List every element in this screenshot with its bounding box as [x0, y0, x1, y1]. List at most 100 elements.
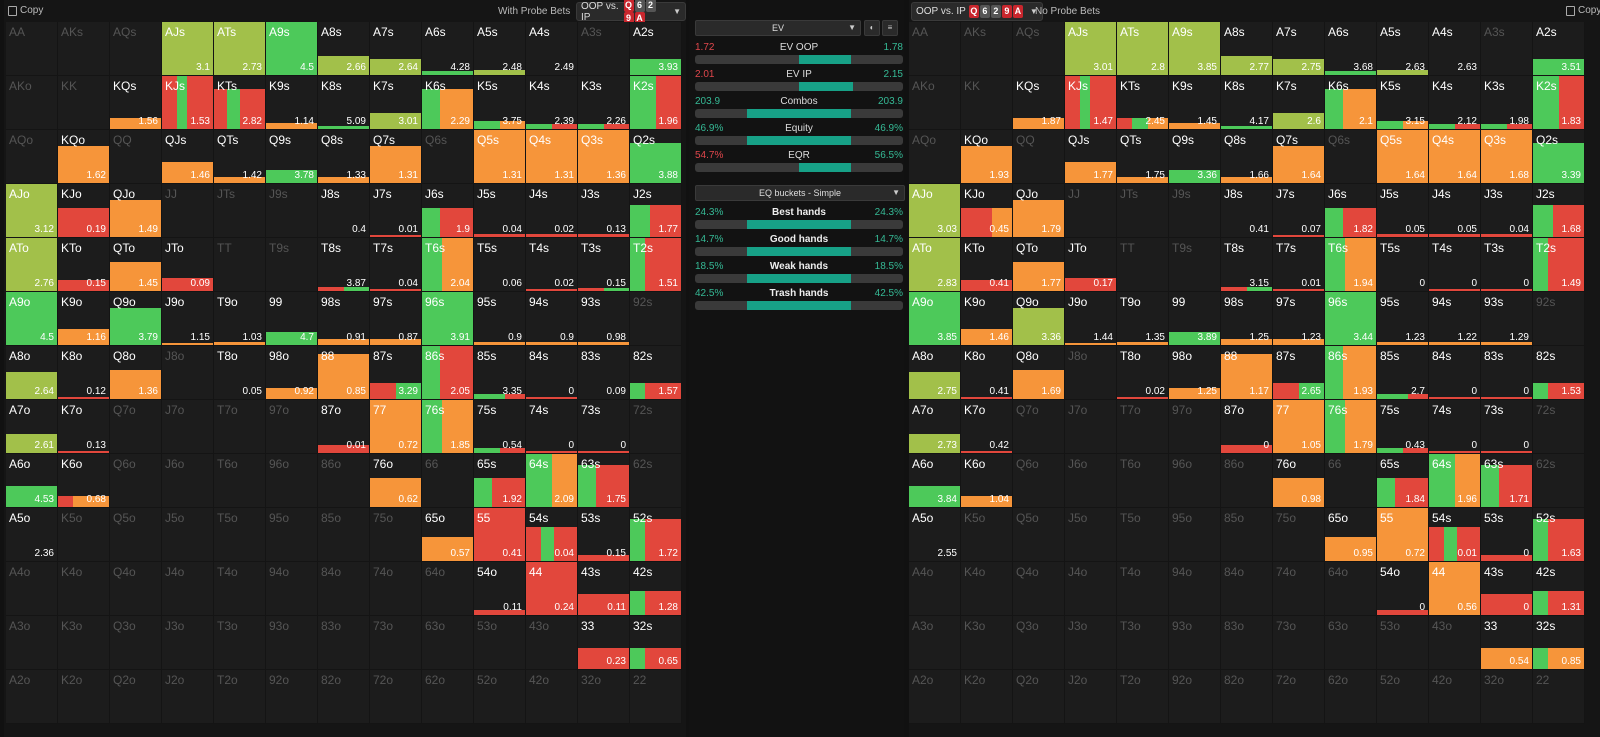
hand-cell-54s[interactable]: 54s 0.01	[1429, 508, 1481, 562]
hand-cell-QQ[interactable]: QQ	[1013, 130, 1065, 184]
hand-cell-JTo[interactable]: JTo 0.09	[162, 238, 214, 292]
hand-cell-Q3s[interactable]: Q3s 1.36	[578, 130, 630, 184]
hand-cell-A3s[interactable]: A3s	[578, 22, 630, 76]
hand-cell-A2s[interactable]: A2s 3.51	[1533, 22, 1585, 76]
hand-cell-A8o[interactable]: A8o 2.64	[6, 346, 58, 400]
hand-cell-Q9s[interactable]: Q9s 3.36	[1169, 130, 1221, 184]
hand-cell-K9s[interactable]: K9s 1.14	[266, 76, 318, 130]
hand-cell-AJo[interactable]: AJo 3.12	[6, 184, 58, 238]
hand-cell-43s[interactable]: 43s 0.11	[578, 562, 630, 616]
hand-cell-A9s[interactable]: A9s 4.5	[266, 22, 318, 76]
hand-cell-73s[interactable]: 73s 0	[1481, 400, 1533, 454]
hand-cell-32s[interactable]: 32s 0.65	[630, 616, 682, 670]
hand-cell-T4s[interactable]: T4s 0.02	[526, 238, 578, 292]
hand-cell-AQo[interactable]: AQo	[909, 130, 961, 184]
hand-cell-J3s[interactable]: J3s 0.13	[578, 184, 630, 238]
hand-cell-42s[interactable]: 42s 1.28	[630, 562, 682, 616]
hand-cell-K3s[interactable]: K3s 2.26	[578, 76, 630, 130]
hand-cell-QQ[interactable]: QQ	[110, 130, 162, 184]
hand-cell-Q7o[interactable]: Q7o	[1013, 400, 1065, 454]
hand-cell-JJ[interactable]: JJ	[162, 184, 214, 238]
hand-cell-64o[interactable]: 64o	[422, 562, 474, 616]
hand-cell-J2s[interactable]: J2s 1.68	[1533, 184, 1585, 238]
hand-cell-K7s[interactable]: K7s 2.6	[1273, 76, 1325, 130]
hand-cell-A5s[interactable]: A5s 2.63	[1377, 22, 1429, 76]
hand-cell-K4o[interactable]: K4o	[58, 562, 110, 616]
hand-cell-99[interactable]: 99 3.89	[1169, 292, 1221, 346]
hand-cell-85s[interactable]: 85s 2.7	[1377, 346, 1429, 400]
hand-cell-22[interactable]: 22	[630, 670, 682, 724]
hand-cell-65o[interactable]: 65o 0.95	[1325, 508, 1377, 562]
hand-cell-T9o[interactable]: T9o 1.03	[214, 292, 266, 346]
hand-cell-T6s[interactable]: T6s 1.94	[1325, 238, 1377, 292]
hand-cell-KQs[interactable]: KQs 1.56	[110, 76, 162, 130]
hand-cell-QTs[interactable]: QTs 1.42	[214, 130, 266, 184]
hand-cell-63o[interactable]: 63o	[422, 616, 474, 670]
hand-cell-KQo[interactable]: KQo 1.62	[58, 130, 110, 184]
hand-cell-73o[interactable]: 73o	[370, 616, 422, 670]
hand-cell-K7s[interactable]: K7s 3.01	[370, 76, 422, 130]
hand-cell-95s[interactable]: 95s 0.9	[474, 292, 526, 346]
hand-cell-Q7s[interactable]: Q7s 1.64	[1273, 130, 1325, 184]
pie-chart-icon-button[interactable]: ◐	[864, 20, 880, 36]
hand-cell-ATs[interactable]: ATs 2.8	[1117, 22, 1169, 76]
hand-cell-ATs[interactable]: ATs 2.73	[214, 22, 266, 76]
hand-cell-T8s[interactable]: T8s 3.87	[318, 238, 370, 292]
hand-cell-AQo[interactable]: AQo	[6, 130, 58, 184]
hand-cell-KTs[interactable]: KTs 2.82	[214, 76, 266, 130]
hand-cell-J7s[interactable]: J7s 0.01	[370, 184, 422, 238]
hand-cell-J9o[interactable]: J9o 1.15	[162, 292, 214, 346]
hand-cell-42o[interactable]: 42o	[1429, 670, 1481, 724]
hand-cell-K4s[interactable]: K4s 2.39	[526, 76, 578, 130]
hand-cell-K5o[interactable]: K5o	[961, 508, 1013, 562]
right-copy-button[interactable]: Copy	[1566, 5, 1600, 16]
hand-cell-94s[interactable]: 94s 0.9	[526, 292, 578, 346]
hand-cell-J6o[interactable]: J6o	[1065, 454, 1117, 508]
hand-cell-65s[interactable]: 65s 1.92	[474, 454, 526, 508]
hand-cell-93s[interactable]: 93s 1.29	[1481, 292, 1533, 346]
hand-cell-75o[interactable]: 75o	[1273, 508, 1325, 562]
hand-cell-74s[interactable]: 74s 0	[1429, 400, 1481, 454]
hand-cell-55[interactable]: 55 0.72	[1377, 508, 1429, 562]
hand-cell-98s[interactable]: 98s 0.91	[318, 292, 370, 346]
hand-cell-T5s[interactable]: T5s 0	[1377, 238, 1429, 292]
hand-cell-64s[interactable]: 64s 2.09	[526, 454, 578, 508]
hand-cell-54s[interactable]: 54s 0.04	[526, 508, 578, 562]
hand-cell-54o[interactable]: 54o 0.11	[474, 562, 526, 616]
hand-cell-42s[interactable]: 42s 1.31	[1533, 562, 1585, 616]
hand-cell-99[interactable]: 99 4.7	[266, 292, 318, 346]
hand-cell-A7s[interactable]: A7s 2.75	[1273, 22, 1325, 76]
hand-cell-T9o[interactable]: T9o 1.35	[1117, 292, 1169, 346]
hand-cell-KTo[interactable]: KTo 0.41	[961, 238, 1013, 292]
hand-cell-64o[interactable]: 64o	[1325, 562, 1377, 616]
hand-cell-JTs[interactable]: JTs	[1117, 184, 1169, 238]
hand-cell-A2o[interactable]: A2o	[6, 670, 58, 724]
hand-cell-T3s[interactable]: T3s 0	[1481, 238, 1533, 292]
hand-cell-T3s[interactable]: T3s 0.15	[578, 238, 630, 292]
hand-cell-63s[interactable]: 63s 1.75	[578, 454, 630, 508]
hand-cell-Q5s[interactable]: Q5s 1.31	[474, 130, 526, 184]
hand-cell-A5o[interactable]: A5o 2.55	[909, 508, 961, 562]
hand-cell-Q2s[interactable]: Q2s 3.39	[1533, 130, 1585, 184]
hand-cell-76o[interactable]: 76o 0.62	[370, 454, 422, 508]
hand-cell-76o[interactable]: 76o 0.98	[1273, 454, 1325, 508]
hand-cell-J6s[interactable]: J6s 1.9	[422, 184, 474, 238]
hand-cell-A9o[interactable]: A9o 4.5	[6, 292, 58, 346]
hand-cell-Q4o[interactable]: Q4o	[110, 562, 162, 616]
hand-cell-86o[interactable]: 86o	[318, 454, 370, 508]
hand-cell-J8o[interactable]: J8o	[162, 346, 214, 400]
hand-cell-66[interactable]: 66	[422, 454, 474, 508]
hand-cell-AKo[interactable]: AKo	[6, 76, 58, 130]
hand-cell-A8o[interactable]: A8o 2.75	[909, 346, 961, 400]
hand-cell-62o[interactable]: 62o	[422, 670, 474, 724]
hand-cell-53s[interactable]: 53s 0.15	[578, 508, 630, 562]
hand-cell-TT[interactable]: TT	[1117, 238, 1169, 292]
hand-cell-Q6o[interactable]: Q6o	[110, 454, 162, 508]
hand-cell-QTo[interactable]: QTo 1.77	[1013, 238, 1065, 292]
hand-cell-J4s[interactable]: J4s 0.05	[1429, 184, 1481, 238]
hand-cell-J5s[interactable]: J5s 0.05	[1377, 184, 1429, 238]
hand-cell-T7o[interactable]: T7o	[1117, 400, 1169, 454]
hand-cell-A9o[interactable]: A9o 3.85	[909, 292, 961, 346]
hand-cell-77[interactable]: 77 1.05	[1273, 400, 1325, 454]
hand-cell-95o[interactable]: 95o	[266, 508, 318, 562]
